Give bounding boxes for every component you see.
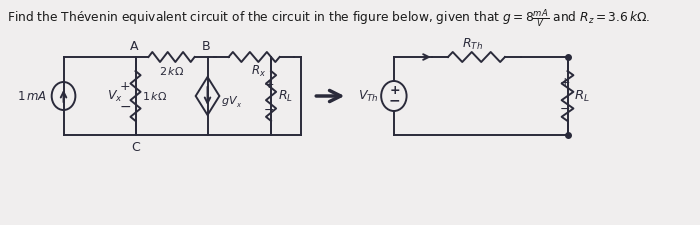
Text: $R_{Th}$: $R_{Th}$ xyxy=(462,37,483,52)
Text: Find the Thévenin equivalent circuit of the circuit in the figure below, given t: Find the Thévenin equivalent circuit of … xyxy=(7,7,650,29)
Text: B: B xyxy=(202,40,210,53)
Text: $R_L$: $R_L$ xyxy=(278,88,293,104)
Text: $_x$: $_x$ xyxy=(237,100,242,110)
Text: +: + xyxy=(560,76,570,90)
Text: $R_L$: $R_L$ xyxy=(574,88,590,104)
Text: −: − xyxy=(120,100,131,114)
Text: $gV$: $gV$ xyxy=(221,94,239,108)
Text: $V_x$: $V_x$ xyxy=(107,88,122,104)
Text: −: − xyxy=(264,104,274,117)
Text: $1\,k\Omega$: $1\,k\Omega$ xyxy=(142,90,167,102)
Text: −: − xyxy=(560,103,570,115)
Text: $1\,mA$: $1\,mA$ xyxy=(17,90,47,103)
Text: +: + xyxy=(264,77,274,90)
Text: $R_x$: $R_x$ xyxy=(251,64,266,79)
Text: $2\,k\Omega$: $2\,k\Omega$ xyxy=(159,65,184,77)
Text: A: A xyxy=(130,40,138,53)
Text: $V_{Th}$: $V_{Th}$ xyxy=(358,88,379,104)
Text: −: − xyxy=(389,93,400,107)
Text: +: + xyxy=(389,85,400,97)
Text: C: C xyxy=(131,141,140,154)
Text: +: + xyxy=(120,79,131,92)
